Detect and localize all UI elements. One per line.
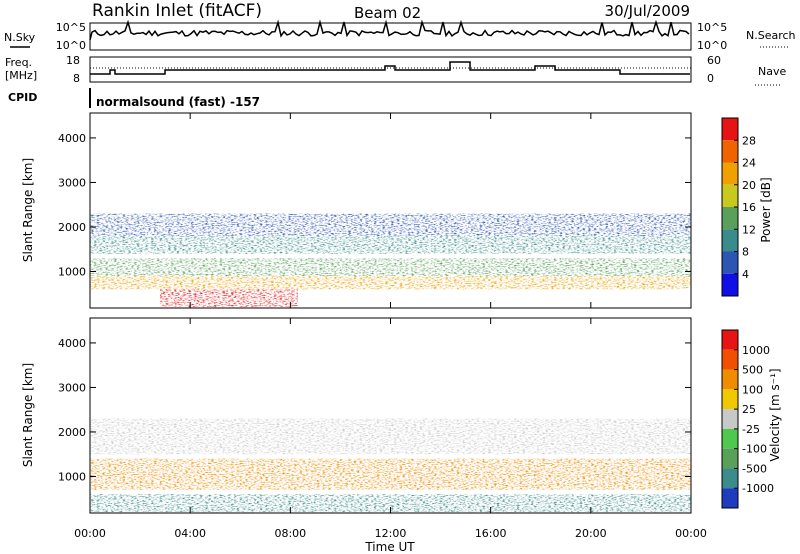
nave-tick-top: 60: [707, 54, 721, 67]
vel-cbar-tick-3: 25: [742, 403, 756, 416]
beam-title: Beam 02: [354, 4, 421, 22]
pow-band-4: [90, 213, 691, 236]
time-tick-4: 16:00: [475, 527, 507, 540]
nsearch-tick-top: 10^5: [697, 21, 727, 34]
vel-band-0: [90, 494, 691, 513]
vel-swatch-4: [722, 409, 738, 429]
power-panel: 1000 2000 3000 4000 Slant Range [km]: [21, 112, 692, 309]
velocity-colorbar-label: Velocity [m s⁻¹]: [768, 368, 782, 461]
velocity-colorbar: 1000 500 100 25 -25 -100 -500 -1000: [721, 329, 774, 509]
pow-ytick-3: 4000: [58, 132, 86, 145]
nave-label: Nave: [758, 65, 786, 78]
velocity-ylabel: Slant Range [km]: [21, 363, 35, 467]
freq-trace: [90, 61, 690, 75]
nsearch-label: N.Search: [746, 29, 796, 42]
pow-cbar-tick-4: 20: [742, 179, 756, 192]
pow-swatch-4: [722, 207, 738, 230]
time-tick-3: 12:00: [375, 527, 407, 540]
vel-swatch-7: [722, 468, 738, 489]
vel-band-1: [90, 458, 691, 490]
vel-ytick-1: 2000: [58, 426, 86, 439]
cpid-value: normalsound (fast) -157: [96, 95, 260, 109]
nsky-trace: [89, 19, 690, 41]
pow-swatch-7: [722, 273, 738, 296]
freq-tick-bottom: 8: [73, 72, 80, 85]
vel-cbar-tick-1: 500: [742, 364, 763, 377]
vel-ytick-3: 4000: [58, 337, 86, 350]
time-tick-0: 00:00: [74, 527, 106, 540]
pow-cbar-tick-6: 28: [742, 134, 756, 147]
pow-ytick-2: 3000: [58, 176, 86, 189]
vel-cbar-tick-2: 100: [742, 383, 763, 396]
time-tick-5: 20:00: [575, 527, 607, 540]
pow-swatch-3: [722, 184, 738, 207]
power-colorbar-label: Power [dB]: [759, 177, 773, 242]
vel-cbar-tick-4: -25: [742, 423, 760, 436]
pow-band-2: [90, 258, 691, 276]
nave-tick-bottom: 0: [707, 72, 714, 85]
nsearch-tick-bottom: 10^0: [697, 39, 727, 52]
vel-swatch-2: [722, 369, 738, 390]
vel-ytick-2: 3000: [58, 381, 86, 394]
pow-ytick-0: 1000: [58, 265, 86, 278]
time-tick-6: 00:00: [675, 527, 707, 540]
vel-cbar-tick-0: 1000: [742, 344, 770, 357]
pow-swatch-0: [722, 118, 738, 141]
pow-cbar-tick-1: 8: [742, 246, 749, 259]
vel-swatch-6: [722, 448, 738, 469]
vel-cbar-tick-7: -1000: [742, 482, 774, 495]
freq-label: Freq.: [5, 56, 32, 69]
vel-band-2: [90, 418, 691, 455]
velocity-panel: 1000 2000 3000 4000 Slant Range [km]: [21, 317, 692, 514]
freq-unit-label: [MHz]: [5, 69, 37, 82]
vel-cbar-tick-5: -100: [742, 443, 767, 456]
station-title: Rankin Inlet (fitACF): [92, 1, 262, 21]
freq-tick-top: 18: [66, 54, 80, 67]
vel-swatch-0: [722, 330, 738, 350]
date-title: 30/Jul/2009: [605, 2, 690, 20]
pow-swatch-6: [722, 251, 738, 274]
pow-ytick-1: 2000: [58, 221, 86, 234]
pow-swatch-2: [722, 162, 738, 185]
pow-cbar-tick-3: 16: [742, 201, 756, 214]
nsky-panel: [89, 22, 692, 51]
vel-swatch-1: [722, 349, 738, 370]
pow-cbar-tick-0: 4: [742, 268, 749, 281]
vel-swatch-8: [722, 488, 738, 508]
vel-ytick-0: 1000: [58, 470, 86, 483]
nsky-tick-bottom: 10^0: [56, 39, 86, 52]
power-colorbar: 4 8 12 16 20 24 28: [721, 117, 756, 297]
power-ylabel: Slant Range [km]: [21, 158, 35, 262]
vel-swatch-5: [722, 428, 738, 449]
time-tick-2: 08:00: [274, 527, 306, 540]
pow-band-3: [90, 235, 691, 254]
nsky-label: N.Sky: [4, 31, 36, 44]
pow-swatch-1: [722, 140, 738, 163]
pow-band-0: [160, 284, 298, 308]
vel-cbar-tick-6: -500: [742, 462, 767, 475]
time-axis-label: Time UT: [364, 540, 415, 554]
time-tick-1: 04:00: [174, 527, 206, 540]
pow-cbar-tick-2: 12: [742, 223, 756, 236]
pow-cbar-tick-5: 24: [742, 157, 756, 170]
nsky-tick-top: 10^5: [56, 21, 86, 34]
cpid-label: CPID: [8, 91, 37, 104]
pow-swatch-5: [722, 229, 738, 252]
freq-panel: [89, 56, 692, 83]
vel-swatch-3: [722, 389, 738, 410]
